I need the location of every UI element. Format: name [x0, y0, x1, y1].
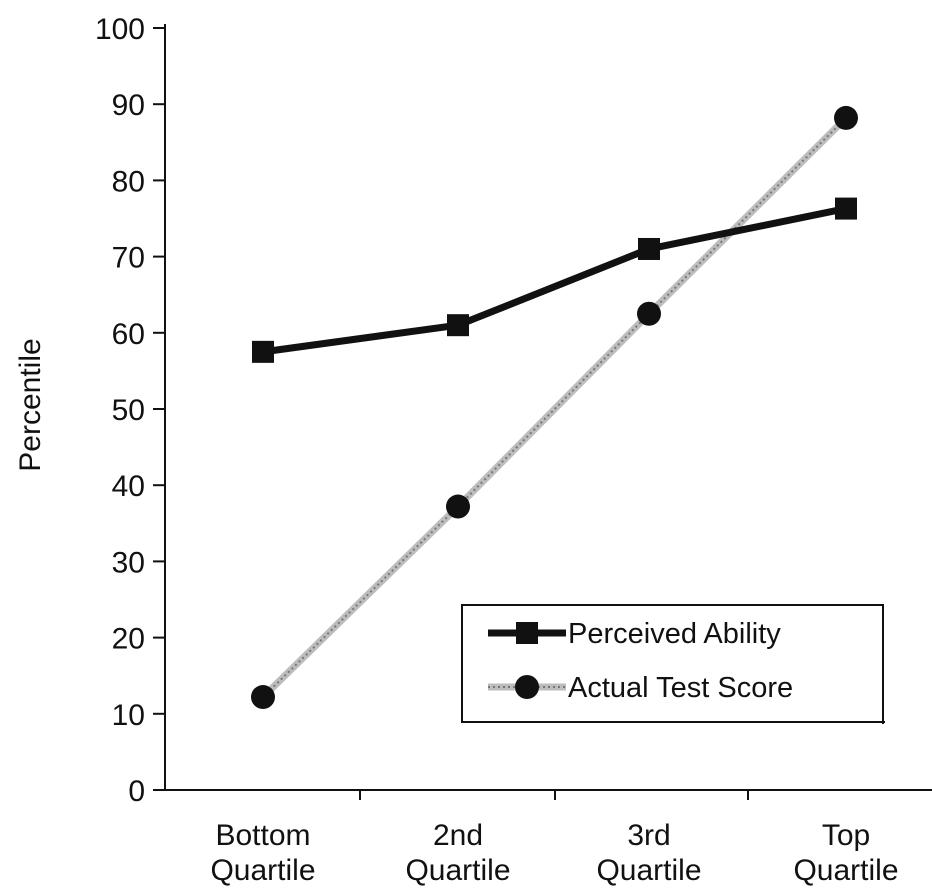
data-point-square: [835, 197, 857, 220]
y-tick-label: 60: [112, 318, 145, 351]
y-tick-label: 80: [112, 165, 145, 198]
y-tick-label: 20: [112, 623, 145, 656]
y-tick-label: 10: [112, 699, 145, 732]
legend-entry-actual-test-score: Actual Test Score: [488, 672, 793, 704]
data-point-circle: [251, 685, 275, 710]
legend-label: Actual Test Score: [568, 672, 793, 704]
series-line: [262, 205, 847, 356]
data-point-square: [252, 340, 274, 363]
y-tick-label: 100: [95, 13, 145, 46]
y-tick-label: 40: [112, 470, 145, 503]
y-tick-label: 30: [112, 546, 145, 579]
data-point-circle: [834, 105, 858, 130]
y-axis-ticks: 0 10 20 30 40 50 60 70 80 90 100: [95, 13, 165, 808]
legend-marker-square: [516, 622, 538, 644]
y-tick-label: 0: [128, 775, 145, 808]
data-point-square: [638, 237, 660, 260]
data-point-circle: [446, 494, 470, 519]
x-tick-label: Bottom Quartile: [210, 819, 315, 887]
legend-label: Perceived Ability: [568, 618, 781, 650]
data-point-square: [447, 314, 469, 337]
series-line-texture: [262, 117, 847, 698]
y-tick-label: 90: [112, 89, 145, 122]
series-layer: [251, 105, 858, 710]
y-tick-label: 70: [112, 242, 145, 275]
x-tick-label: 2nd Quartile: [405, 819, 510, 887]
legend: Perceived Ability Actual Test Score: [461, 604, 885, 724]
x-tick-label: Top Quartile: [793, 819, 898, 887]
axes: [153, 24, 932, 791]
legend-entry-perceived-ability: Perceived Ability: [488, 618, 781, 650]
series-perceived-ability: [252, 197, 857, 363]
y-axis-title: Percentile: [14, 338, 47, 471]
x-tick-label: 3rd Quartile: [596, 819, 701, 887]
y-tick-label: 50: [112, 394, 145, 427]
legend-marker-circle: [515, 675, 539, 699]
data-point-circle: [637, 301, 661, 326]
series-actual-test-score: [251, 105, 858, 710]
x-axis-ticks: Bottom Quartile 2nd Quartile 3rd Quartile Top Q…: [210, 790, 899, 887]
